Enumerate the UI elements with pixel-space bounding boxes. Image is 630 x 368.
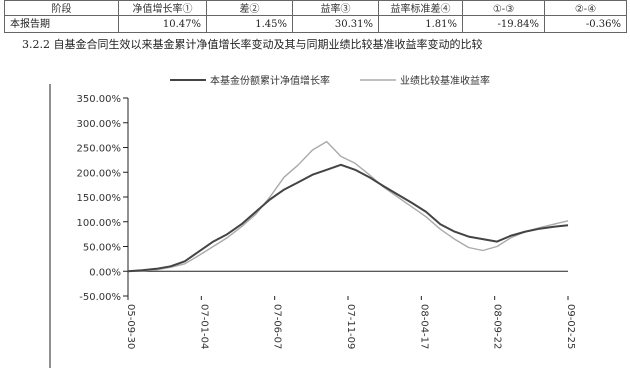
x-tick-label: 07-11-09 (345, 304, 356, 349)
legend-fund-label: 本基金份额累计净值增长率 (210, 74, 330, 87)
y-tick-label: 300.00% (77, 119, 122, 130)
header-benchmark-return: 益率③ (293, 1, 379, 16)
header-diff-1-3: ①-③ (463, 1, 545, 16)
header-nav-std: 差② (207, 1, 293, 16)
y-tick-label: 350.00% (77, 94, 122, 105)
header-benchmark-std: 益率标准差④ (379, 1, 463, 16)
row-benchmark-return: 30.31% (293, 16, 379, 33)
y-tick-label: 100.00% (77, 218, 122, 229)
row-stage: 本报告期 (5, 16, 119, 33)
x-tick-label: 05-09-30 (125, 304, 136, 349)
x-tick-label: 08-09-22 (492, 304, 503, 349)
header-diff-2-4: ②-④ (545, 1, 627, 16)
y-tick-label: 0.00% (89, 267, 121, 278)
x-tick-label: 08-04-17 (418, 304, 429, 349)
section-title: 3.2.2 自基金合同生效以来基金累计净值增长率变动及其与同期业绩比较基准收益率… (22, 38, 482, 51)
performance-table: 阶段 净值增长率① 差② 益率③ 益率标准差④ ①-③ ②-④ 本报告期 10.… (4, 0, 627, 33)
x-tick-label: 07-01-04 (198, 304, 209, 349)
y-tick-label: 200.00% (77, 168, 122, 179)
row-nav-growth: 10.47% (119, 16, 207, 33)
y-tick-label: -50.00% (79, 292, 121, 303)
x-tick-label: 09-02-25 (565, 304, 576, 349)
cumulative-return-chart: 350.00% 300.00% 250.00% 200.00% 150.00% 100.0… (0, 56, 630, 368)
row-diff-2-4: -0.36% (545, 16, 627, 33)
table-row: 本报告期 10.47% 1.45% 30.31% 1.81% -19.84% -… (5, 16, 627, 33)
row-benchmark-std: 1.81% (379, 16, 463, 33)
y-tick-label: 250.00% (77, 144, 122, 155)
y-tick-label: 150.00% (77, 193, 122, 204)
x-tick-label: 07-06-07 (272, 304, 283, 349)
header-stage: 阶段 (5, 1, 119, 16)
legend-benchmark-label: 业绩比较基准收益率 (400, 74, 490, 87)
header-nav-growth: 净值增长率① (119, 1, 207, 16)
fund-series-line (128, 165, 568, 271)
y-tick-label: 50.00% (83, 243, 121, 254)
row-diff-1-3: -19.84% (463, 16, 545, 33)
row-nav-std: 1.45% (207, 16, 293, 33)
benchmark-series-line (128, 142, 568, 272)
